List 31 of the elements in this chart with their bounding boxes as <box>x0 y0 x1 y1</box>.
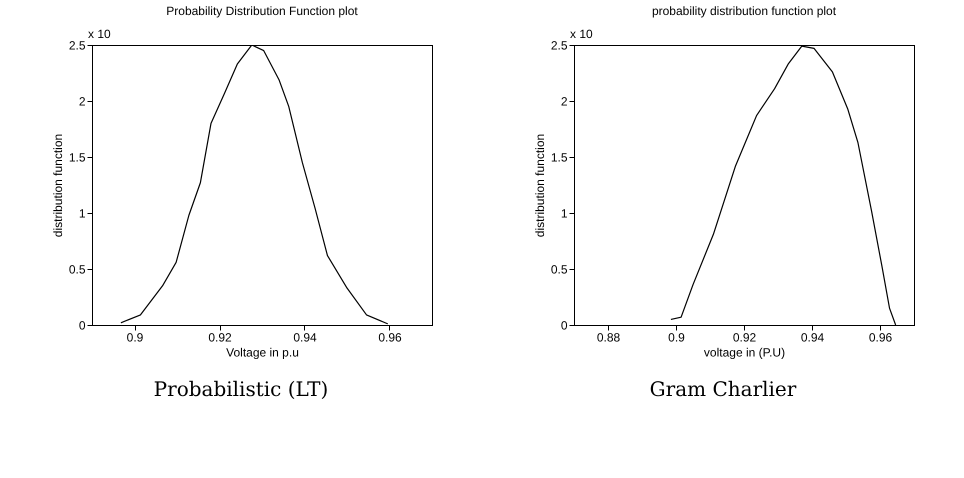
x-tick-label: 0.88 <box>596 330 620 344</box>
y-tick-label: 2 <box>78 94 86 108</box>
text: x 10 <box>570 27 593 41</box>
x-tick-label: 0.94 <box>292 330 316 344</box>
text: Probabilistic (LT) <box>154 377 328 401</box>
y-tick-label: 1.5 <box>68 150 86 164</box>
y-tick-label: 1 <box>560 206 568 220</box>
y-tick-label: 1.5 <box>550 150 568 164</box>
x-axis-title: voltage in (P.U) <box>703 346 785 360</box>
chart-title: probability distribution function plot <box>651 4 836 18</box>
y-tick-label: 0.5 <box>68 262 86 276</box>
x-tick-label: 0.9 <box>668 330 685 344</box>
y-axis-title: distribution function <box>532 134 546 238</box>
x-tick-label: 0.94 <box>800 330 824 344</box>
y-tick-label: 0.5 <box>550 262 568 276</box>
x-tick-label: 0.9 <box>126 330 144 344</box>
x-tick-label: 0.92 <box>208 330 232 344</box>
y-tick-label: 1 <box>78 206 86 220</box>
y-tick-label: 0 <box>78 318 86 332</box>
text: Gram Charlier <box>650 377 796 401</box>
x-tick-label: 0.96 <box>378 330 402 344</box>
text: x 10 <box>88 27 111 41</box>
y-tick-label: 2.5 <box>68 38 86 52</box>
x-tick-label: 0.96 <box>868 330 892 344</box>
x-tick-label: 0.92 <box>732 330 756 344</box>
x-axis-title: Voltage in p.u <box>226 346 298 360</box>
y-tick-label: 2 <box>560 94 568 108</box>
y-tick-label: 2.5 <box>550 38 568 52</box>
y-axis-title: distribution function <box>50 134 64 238</box>
y-tick-label: 0 <box>560 318 568 332</box>
chart-title: Probability Distribution Function plot <box>166 4 358 18</box>
